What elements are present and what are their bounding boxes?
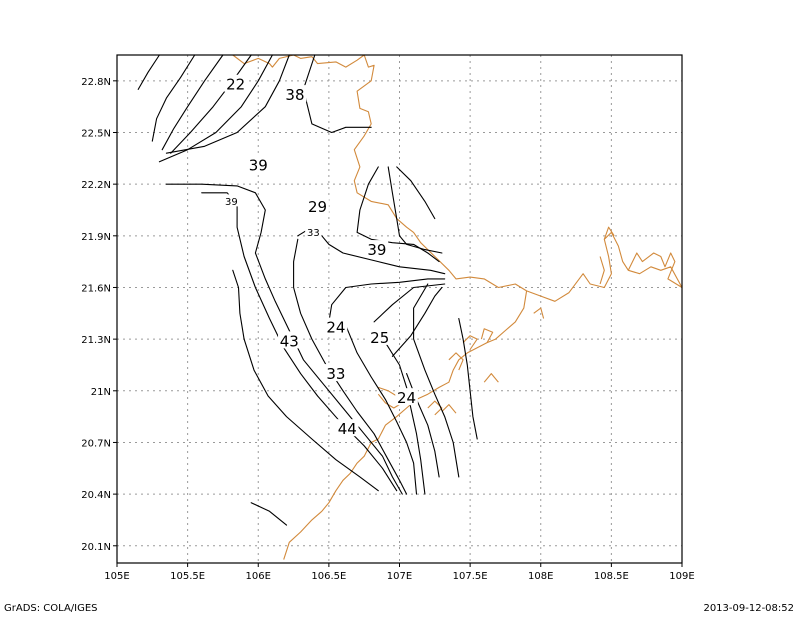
grid-lines	[117, 55, 682, 563]
y-tick-label: 21.6N	[81, 283, 111, 294]
y-tick-label: 22.5N	[81, 128, 111, 139]
y-tick-label: 21.9N	[81, 232, 111, 243]
contour-line	[165, 54, 290, 154]
contour-label: 33	[307, 228, 320, 239]
contour-line	[232, 269, 379, 492]
contour-line	[328, 278, 446, 323]
contour-labels: 22 38 39 39 29 33 39 24 25 43 33 24 44	[223, 74, 418, 438]
coastline-segment	[627, 252, 683, 288]
contour-line	[151, 54, 196, 142]
contour-label: 39	[225, 197, 238, 208]
contour-line	[387, 166, 443, 254]
contour-label: 24	[326, 318, 345, 336]
contour-label-bg	[224, 74, 247, 92]
x-tick-label: 107E	[387, 571, 412, 582]
coastline-segment	[462, 335, 478, 350]
contour-label-bg	[324, 364, 348, 382]
contour-label: 39	[367, 241, 386, 259]
coastline-segment	[448, 352, 464, 371]
coastline-segment	[427, 400, 443, 416]
y-tick-label: 20.7N	[81, 438, 111, 449]
contour-line	[345, 324, 418, 495]
contour-line	[302, 54, 372, 134]
contour-line	[396, 166, 436, 220]
y-axis-ticks: 20.1N 20.4N 20.7N 21N 21.3N 21.6N 21.9N 22.2N 22…	[81, 77, 117, 553]
contour-label: 43	[280, 332, 299, 350]
y-tick-label: 22.8N	[81, 77, 111, 88]
contour-label-bg	[278, 331, 301, 349]
contour-line	[373, 283, 446, 323]
x-tick-label: 105.5E	[170, 571, 205, 582]
y-tick-label: 22.2N	[81, 180, 111, 191]
contour-label-bg	[324, 317, 348, 335]
x-tick-label: 109E	[669, 571, 694, 582]
coastline-segment	[533, 307, 545, 319]
coastline-segment	[232, 54, 683, 302]
x-tick-label: 105E	[104, 571, 129, 582]
contour-label-bg	[305, 225, 322, 238]
contour-line	[293, 238, 408, 495]
y-tick-label: 20.4N	[81, 490, 111, 501]
coastline-segment	[441, 404, 457, 414]
coastline-segment	[480, 328, 494, 343]
contour-line	[458, 317, 478, 440]
contour-line	[158, 54, 273, 163]
x-tick-label: 106.5E	[311, 571, 346, 582]
contour-line	[250, 502, 288, 526]
contour-label: 38	[285, 86, 304, 104]
contour-label-bg	[246, 155, 270, 173]
contour-label-bg	[306, 197, 329, 215]
contour-label-bg	[365, 240, 389, 258]
y-tick-label: 20.1N	[81, 542, 111, 553]
x-tick-label: 107.5E	[453, 571, 488, 582]
contour-label-bg	[335, 419, 359, 437]
y-tick-label: 21N	[91, 387, 111, 398]
contour-label-bg	[283, 85, 307, 103]
contour-label: 33	[326, 365, 345, 383]
contour-label-bg	[223, 194, 240, 207]
x-tick-label: 108E	[528, 571, 553, 582]
contour-label: 29	[308, 198, 327, 216]
x-axis-ticks: 105E 105.5E 106E 106.5E 107E 107.5E 108E 108.5E…	[104, 563, 695, 582]
contour-line	[165, 183, 403, 495]
contour-label: 25	[370, 329, 389, 347]
contour-line	[384, 342, 426, 495]
contour-line	[391, 286, 443, 357]
contour-label: 44	[338, 420, 357, 438]
contour-line	[170, 54, 252, 154]
contour-line	[137, 54, 160, 90]
contour-label: 24	[397, 389, 416, 407]
timestamp: 2013-09-12-08:52	[703, 603, 794, 614]
contour-label-bg	[368, 327, 392, 345]
contour-line	[356, 166, 440, 263]
coastline	[232, 54, 683, 560]
contour-line	[161, 54, 224, 151]
contour-line	[201, 192, 398, 492]
x-tick-label: 106E	[246, 571, 271, 582]
contour-label: 39	[249, 157, 268, 175]
contour-label-bg	[395, 388, 418, 406]
contour-lines	[137, 54, 478, 526]
contour-line	[413, 283, 460, 478]
contour-label: 22	[226, 76, 245, 94]
x-tick-label: 108.5E	[594, 571, 629, 582]
grads-credit: GrADS: COLA/IGES	[4, 603, 98, 614]
coastline-segment	[603, 226, 615, 240]
coastline-segment	[283, 290, 528, 560]
y-tick-label: 21.3N	[81, 335, 111, 346]
coastline-segment	[599, 256, 605, 285]
coastline-segment	[483, 373, 499, 383]
